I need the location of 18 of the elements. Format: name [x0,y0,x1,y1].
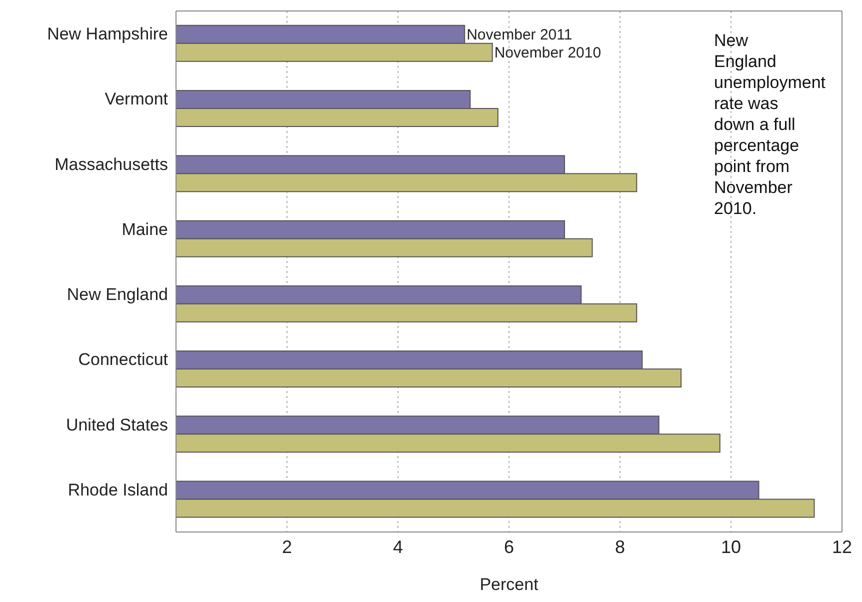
x-tick-label: 8 [614,536,626,557]
x-axis-title: Percent [480,575,539,594]
series-label: November 2011 [466,26,572,44]
y-tick-label: Maine [122,220,168,239]
x-tick-label: 12 [832,536,852,557]
y-tick-label: Vermont [104,90,168,109]
y-tick-label: New England [66,285,168,304]
x-tick-label: 10 [720,536,742,557]
y-tick-label: Connecticut [78,350,168,370]
y-tick-label: New Hampshire [47,24,168,44]
y-tick-label: United States [66,415,168,434]
y-tick-label: Massachusetts [54,154,168,174]
y-tick-label: Rhode Island [68,480,168,500]
text: New England unemployment rate was down a full percentage point from November 2010. [714,31,826,218]
x-tick-label: 6 [504,536,514,557]
series-label: November 2010 [494,44,602,62]
x-tick-label: 4 [392,536,404,557]
x-tick-label: 2 [282,536,292,557]
